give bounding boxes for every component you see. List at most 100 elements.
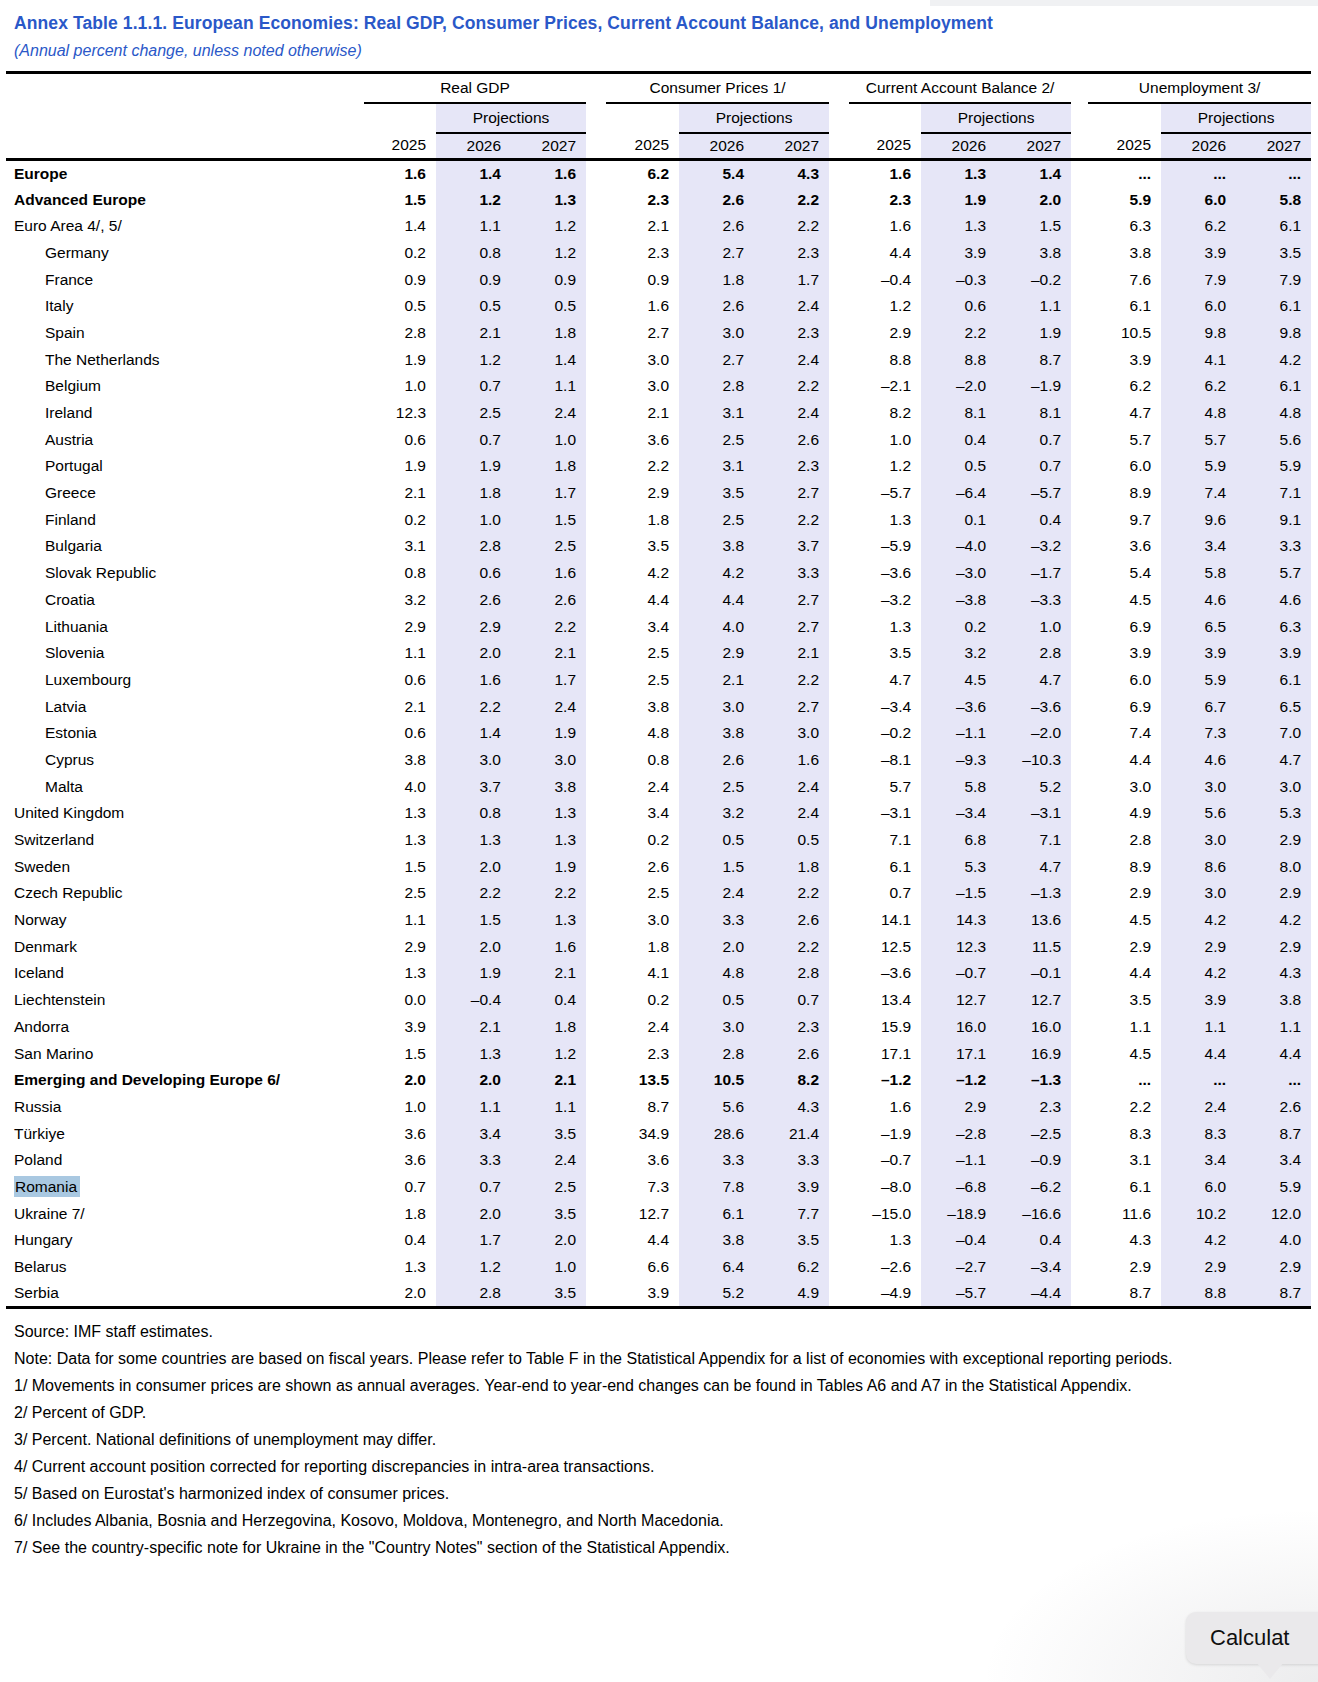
spacer-cell bbox=[586, 907, 606, 934]
year-label: 2026 bbox=[1161, 133, 1236, 160]
value-cell: –2.6 bbox=[849, 1254, 921, 1281]
value-cell: 3.4 bbox=[1236, 1147, 1311, 1174]
table-row: Austria0.60.71.03.62.52.61.00.40.75.75.7… bbox=[6, 426, 1311, 453]
value-cell: 14.1 bbox=[849, 907, 921, 934]
value-cell: 0.5 bbox=[511, 293, 586, 320]
year-label: 2025 bbox=[1088, 133, 1161, 160]
value-cell: 5.9 bbox=[1236, 1174, 1311, 1201]
value-cell: ... bbox=[1236, 160, 1311, 187]
value-cell: 9.7 bbox=[1088, 506, 1161, 533]
spacer-cell bbox=[586, 400, 606, 427]
value-cell: –1.2 bbox=[921, 1067, 996, 1094]
value-cell: 2.4 bbox=[754, 400, 829, 427]
calculate-popup-button[interactable]: Calculat bbox=[1186, 1612, 1318, 1664]
value-cell: 2.4 bbox=[606, 773, 679, 800]
value-cell: –3.6 bbox=[849, 960, 921, 987]
value-cell: 2.0 bbox=[364, 1067, 436, 1094]
value-cell: 2.2 bbox=[436, 880, 511, 907]
value-cell: 0.8 bbox=[436, 240, 511, 267]
value-cell: 2.9 bbox=[606, 480, 679, 507]
spacer-cell bbox=[829, 133, 849, 160]
value-cell: 1.2 bbox=[849, 293, 921, 320]
value-cell: 1.6 bbox=[511, 933, 586, 960]
table-row: Estonia0.61.41.94.83.83.0–0.2–1.1–2.07.4… bbox=[6, 720, 1311, 747]
spacer-cell bbox=[829, 1174, 849, 1201]
table-row: Finland0.21.01.51.82.52.21.30.10.49.79.6… bbox=[6, 506, 1311, 533]
value-cell: 3.8 bbox=[679, 720, 754, 747]
value-cell: 4.0 bbox=[1236, 1227, 1311, 1254]
spacer-cell bbox=[586, 266, 606, 293]
value-cell: –1.1 bbox=[921, 720, 996, 747]
value-cell: 1.7 bbox=[511, 667, 586, 694]
value-cell: 3.9 bbox=[1161, 240, 1236, 267]
value-cell: 3.0 bbox=[679, 320, 754, 347]
value-cell: 4.6 bbox=[1161, 587, 1236, 614]
value-cell: 4.7 bbox=[996, 667, 1071, 694]
value-cell: 6.1 bbox=[679, 1200, 754, 1227]
value-cell: 2.4 bbox=[754, 800, 829, 827]
value-cell: 1.9 bbox=[436, 453, 511, 480]
country-label: Ireland bbox=[6, 400, 364, 427]
value-cell: 28.6 bbox=[679, 1120, 754, 1147]
value-cell: –3.6 bbox=[849, 560, 921, 587]
value-cell: 4.7 bbox=[1088, 400, 1161, 427]
spacer-cell bbox=[1071, 1094, 1088, 1121]
country-label: Romania bbox=[6, 1174, 364, 1201]
value-cell: 0.7 bbox=[849, 880, 921, 907]
spacer-cell bbox=[1071, 800, 1088, 827]
value-cell: 1.9 bbox=[364, 346, 436, 373]
value-cell: 8.6 bbox=[1161, 853, 1236, 880]
value-cell: 4.8 bbox=[1161, 400, 1236, 427]
table-row: Russia1.01.11.18.75.64.31.62.92.32.22.42… bbox=[6, 1094, 1311, 1121]
spacer-cell bbox=[829, 73, 849, 103]
spacer-cell bbox=[1071, 160, 1088, 187]
value-cell: 2.3 bbox=[996, 1094, 1071, 1121]
value-cell: 4.2 bbox=[1236, 346, 1311, 373]
value-cell: 5.7 bbox=[1161, 426, 1236, 453]
value-cell: 1.5 bbox=[364, 853, 436, 880]
value-cell: 4.5 bbox=[1088, 907, 1161, 934]
value-cell: 1.3 bbox=[511, 907, 586, 934]
spacer-cell bbox=[829, 266, 849, 293]
spacer-cell bbox=[1088, 103, 1161, 133]
value-cell: –0.1 bbox=[996, 960, 1071, 987]
value-cell: 3.0 bbox=[679, 693, 754, 720]
value-cell: 2.5 bbox=[679, 506, 754, 533]
value-cell: –3.1 bbox=[996, 800, 1071, 827]
value-cell: 2.9 bbox=[1236, 1254, 1311, 1281]
value-cell: 2.8 bbox=[1088, 827, 1161, 854]
value-cell: ... bbox=[1088, 160, 1161, 187]
spacer-cell bbox=[606, 103, 679, 133]
value-cell: 2.5 bbox=[679, 773, 754, 800]
value-cell: 3.6 bbox=[364, 1147, 436, 1174]
spacer-cell bbox=[586, 720, 606, 747]
spacer-cell bbox=[829, 1254, 849, 1281]
projections-header-row: Projections Projections Projections Proj… bbox=[6, 103, 1311, 133]
value-cell: 5.2 bbox=[996, 773, 1071, 800]
value-cell: 2.8 bbox=[436, 1280, 511, 1307]
spacer-cell bbox=[829, 907, 849, 934]
value-cell: 12.3 bbox=[921, 933, 996, 960]
value-cell: 5.9 bbox=[1236, 453, 1311, 480]
value-cell: 3.4 bbox=[436, 1120, 511, 1147]
value-cell: –2.1 bbox=[849, 373, 921, 400]
country-label: Austria bbox=[6, 426, 364, 453]
value-cell: 2.1 bbox=[364, 693, 436, 720]
value-cell: 4.4 bbox=[679, 587, 754, 614]
value-cell: 2.9 bbox=[1088, 880, 1161, 907]
value-cell: 8.8 bbox=[921, 346, 996, 373]
value-cell: 8.9 bbox=[1088, 853, 1161, 880]
value-cell: 1.0 bbox=[436, 506, 511, 533]
spacer-cell bbox=[586, 346, 606, 373]
value-cell: 1.4 bbox=[436, 720, 511, 747]
value-cell: 0.8 bbox=[436, 800, 511, 827]
spacer-cell bbox=[1071, 640, 1088, 667]
value-cell: 14.3 bbox=[921, 907, 996, 934]
value-cell: 2.2 bbox=[511, 880, 586, 907]
value-cell: 3.0 bbox=[606, 373, 679, 400]
spacer-cell bbox=[1071, 373, 1088, 400]
spacer-cell bbox=[586, 533, 606, 560]
value-cell: 1.5 bbox=[436, 907, 511, 934]
value-cell: 6.2 bbox=[1161, 373, 1236, 400]
spacer-cell bbox=[829, 1067, 849, 1094]
